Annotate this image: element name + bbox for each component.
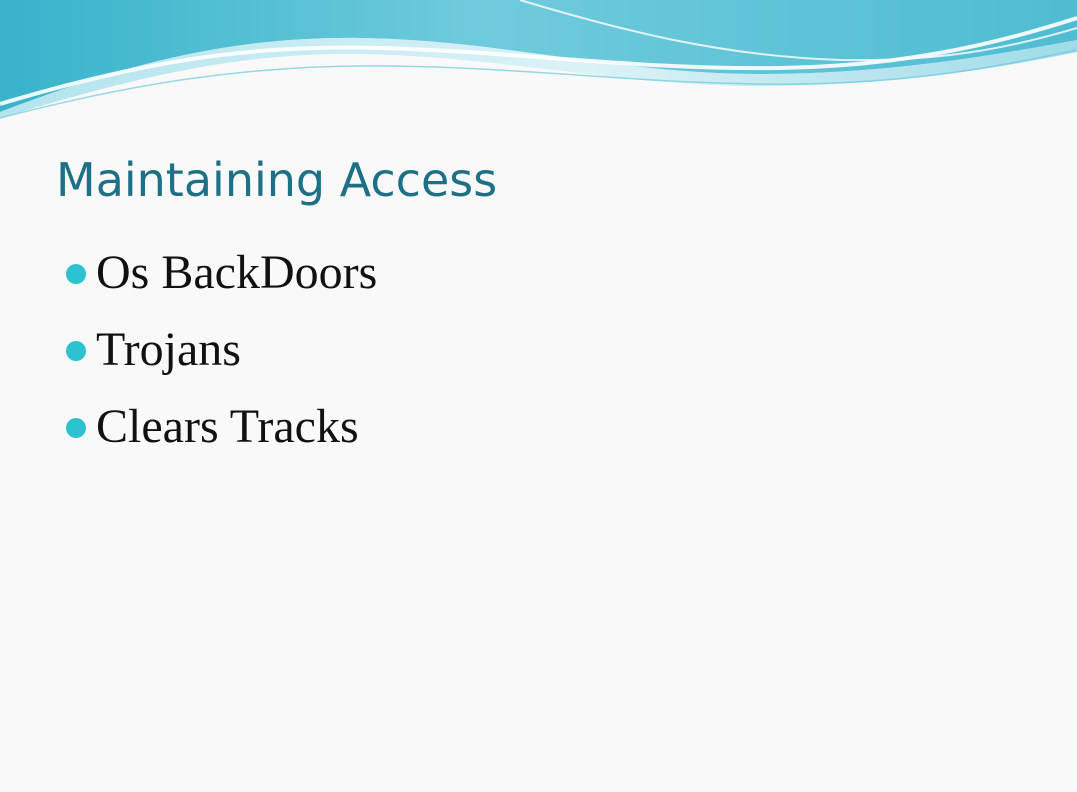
- slide-title: Maintaining Access: [56, 153, 498, 207]
- bullet-dot-icon: [66, 263, 86, 284]
- wave-header-decoration: [0, 0, 1077, 119]
- bullet-list: Os BackDoors Trojans Clears Tracks: [66, 234, 377, 465]
- bullet-text: Clears Tracks: [96, 399, 359, 453]
- bullet-text: Os BackDoors: [96, 245, 378, 299]
- bullet-dot-icon: [66, 417, 86, 438]
- bullet-item: Trojans: [66, 311, 377, 388]
- bullet-item: Os BackDoors: [66, 234, 377, 311]
- bullet-dot-icon: [66, 340, 86, 361]
- bullet-item: Clears Tracks: [66, 388, 377, 465]
- bullet-text: Trojans: [96, 322, 241, 376]
